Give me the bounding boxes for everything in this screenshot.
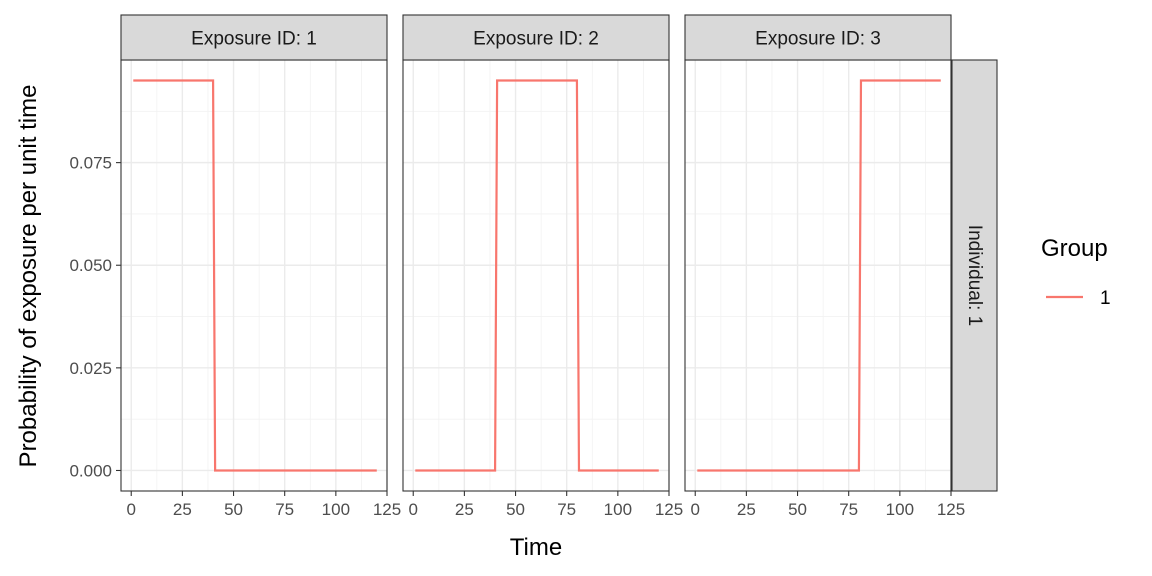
series-line-1 [697, 79, 941, 472]
legend-title: Group [1041, 235, 1108, 262]
y-tick-label: 0.050 [69, 256, 112, 275]
facet-strip [402, 14, 670, 61]
series-line-1 [133, 79, 377, 472]
x-tick-label: 0 [126, 500, 135, 519]
facet-strip [120, 14, 388, 61]
panel-background [403, 60, 669, 491]
panels-layer: 0.000 0.025 0.050 0.075 Exposure ID: 1 0 25 50 7… [69, 14, 998, 519]
x-tick-label: 100 [604, 500, 632, 519]
facet-strip-label: Exposure ID: 2 [473, 29, 599, 50]
x-tick-label: 75 [839, 500, 858, 519]
x-tick-label: 125 [655, 500, 683, 519]
row-strip-box [951, 59, 998, 492]
x-tick-label: 50 [506, 500, 525, 519]
x-tick-label: 50 [788, 500, 807, 519]
row-strip: Individual: 1 [951, 59, 998, 492]
x-tick-label: 25 [737, 500, 756, 519]
facet-strip [684, 14, 952, 61]
legend-entry-label: 1 [1100, 288, 1111, 309]
x-axis-title: Time [510, 534, 562, 561]
facet-strip-label: Exposure ID: 1 [191, 29, 317, 50]
x-tick-label: 0 [408, 500, 417, 519]
x-tick-label: 25 [173, 500, 192, 519]
series-line-1 [415, 79, 659, 472]
facet-panel-3: Exposure ID: 3 0 25 50 75 100 125 [684, 14, 965, 519]
facet-strip-label: Exposure ID: 3 [755, 29, 881, 50]
x-tick-label: 50 [224, 500, 243, 519]
facet-panel-1: Exposure ID: 1 0 25 50 75 100 125 [120, 14, 401, 519]
x-tick-label: 125 [937, 500, 965, 519]
facet-panel-2: Exposure ID: 2 0 25 50 75 100 125 [402, 14, 683, 519]
x-tick-label: 75 [557, 500, 576, 519]
y-tick-label: 0.000 [69, 461, 112, 480]
y-axis-title: Probability of exposure per unit time [15, 85, 42, 468]
x-tick-label: 125 [373, 500, 401, 519]
panel-background [121, 60, 387, 491]
x-tick-label: 100 [322, 500, 350, 519]
legend: Group 1 [1041, 235, 1111, 309]
panel-background [685, 60, 951, 491]
x-tick-label: 75 [275, 500, 294, 519]
x-tick-label: 0 [690, 500, 699, 519]
y-tick-label: 0.025 [69, 359, 112, 378]
x-tick-label: 100 [886, 500, 914, 519]
x-tick-label: 25 [455, 500, 474, 519]
row-strip-label: Individual: 1 [964, 225, 985, 326]
y-tick-label: 0.075 [69, 154, 112, 173]
